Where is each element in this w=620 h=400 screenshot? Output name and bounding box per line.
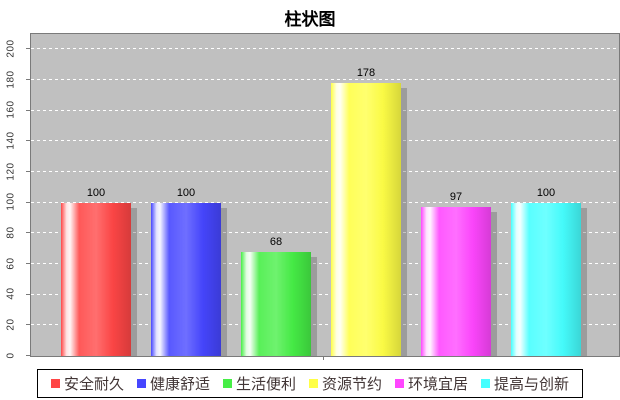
legend-item-4: 资源节约 bbox=[309, 373, 382, 394]
legend-label: 健康舒适 bbox=[149, 375, 210, 393]
y-axis-label: 100 bbox=[5, 192, 17, 211]
y-axis-tick bbox=[26, 171, 30, 172]
y-axis-tick bbox=[26, 48, 30, 50]
legend-swatch bbox=[136, 379, 146, 388]
gridline bbox=[31, 48, 619, 50]
legend-swatch bbox=[222, 379, 232, 388]
y-axis-tick bbox=[26, 232, 30, 234]
y-axis-label: 20 bbox=[5, 318, 17, 331]
y-axis-label: 180 bbox=[5, 69, 17, 89]
y-axis-label: 0 bbox=[5, 351, 17, 359]
legend-label: 环境宜居 bbox=[408, 375, 469, 393]
y-axis-label: 80 bbox=[5, 226, 17, 239]
y-axis-tick bbox=[26, 355, 30, 356]
bar-value-label: 178 bbox=[356, 67, 376, 80]
gridline bbox=[31, 324, 619, 326]
gridline bbox=[31, 140, 619, 142]
legend-item-1: 安全耐久 bbox=[50, 373, 124, 394]
y-axis-tick bbox=[26, 140, 30, 142]
gridline bbox=[31, 171, 619, 172]
y-axis-tick bbox=[26, 201, 30, 203]
legend-label: 资源节约 bbox=[322, 375, 383, 393]
bar-value-label: 97 bbox=[449, 191, 463, 204]
bar-value-label: 100 bbox=[176, 186, 196, 199]
y-axis-tick bbox=[26, 109, 30, 111]
y-axis-tick bbox=[26, 293, 30, 295]
legend-item-6: 提高与创新 bbox=[481, 373, 569, 394]
gridline bbox=[31, 232, 619, 234]
legend-swatch bbox=[481, 379, 491, 388]
bar-4 bbox=[331, 83, 401, 356]
legend-label: 生活便利 bbox=[235, 375, 296, 393]
legend-item-3: 生活便利 bbox=[222, 373, 296, 394]
bar-3 bbox=[241, 251, 311, 356]
bar-value-label: 68 bbox=[269, 235, 283, 248]
bar-value-label: 100 bbox=[536, 186, 556, 199]
legend-label: 提高与创新 bbox=[494, 375, 570, 393]
legend-item-5: 环境宜居 bbox=[395, 373, 468, 394]
bar-value-label: 100 bbox=[86, 186, 106, 199]
legend-label: 安全耐久 bbox=[63, 375, 124, 393]
gridline bbox=[31, 263, 619, 264]
plot-area: 100 100 68 178 97 100 bbox=[30, 33, 620, 357]
gridline bbox=[31, 79, 619, 80]
bar-5 bbox=[421, 207, 491, 356]
chart-title: 柱状图 bbox=[284, 10, 336, 30]
y-axis-tick bbox=[26, 263, 30, 264]
bar-1 bbox=[61, 202, 131, 356]
y-axis-label: 60 bbox=[5, 256, 17, 270]
legend-swatch bbox=[50, 379, 60, 388]
y-axis-tick bbox=[26, 79, 30, 80]
y-axis-label: 40 bbox=[5, 287, 17, 300]
legend-wrap: 安全耐久 健康舒适 生活便利 资源节约 环境宜居 提高与创新 bbox=[0, 369, 620, 398]
legend-swatch bbox=[395, 379, 405, 388]
y-axis-label: 200 bbox=[5, 39, 17, 58]
legend-swatch bbox=[309, 379, 318, 388]
y-axis-label: 120 bbox=[5, 161, 17, 181]
y-axis-tick bbox=[26, 324, 30, 326]
y-axis-label: 140 bbox=[5, 131, 17, 150]
y-axis-label: 160 bbox=[5, 100, 17, 119]
x-axis-tick bbox=[323, 356, 324, 360]
gridline bbox=[31, 109, 619, 111]
bar-6 bbox=[511, 202, 581, 356]
legend-item-2: 健康舒适 bbox=[136, 373, 210, 394]
gridline bbox=[31, 293, 619, 295]
gridline bbox=[31, 201, 619, 203]
bar-2 bbox=[151, 202, 221, 356]
legend: 安全耐久 健康舒适 生活便利 资源节约 环境宜居 提高与创新 bbox=[36, 369, 584, 398]
